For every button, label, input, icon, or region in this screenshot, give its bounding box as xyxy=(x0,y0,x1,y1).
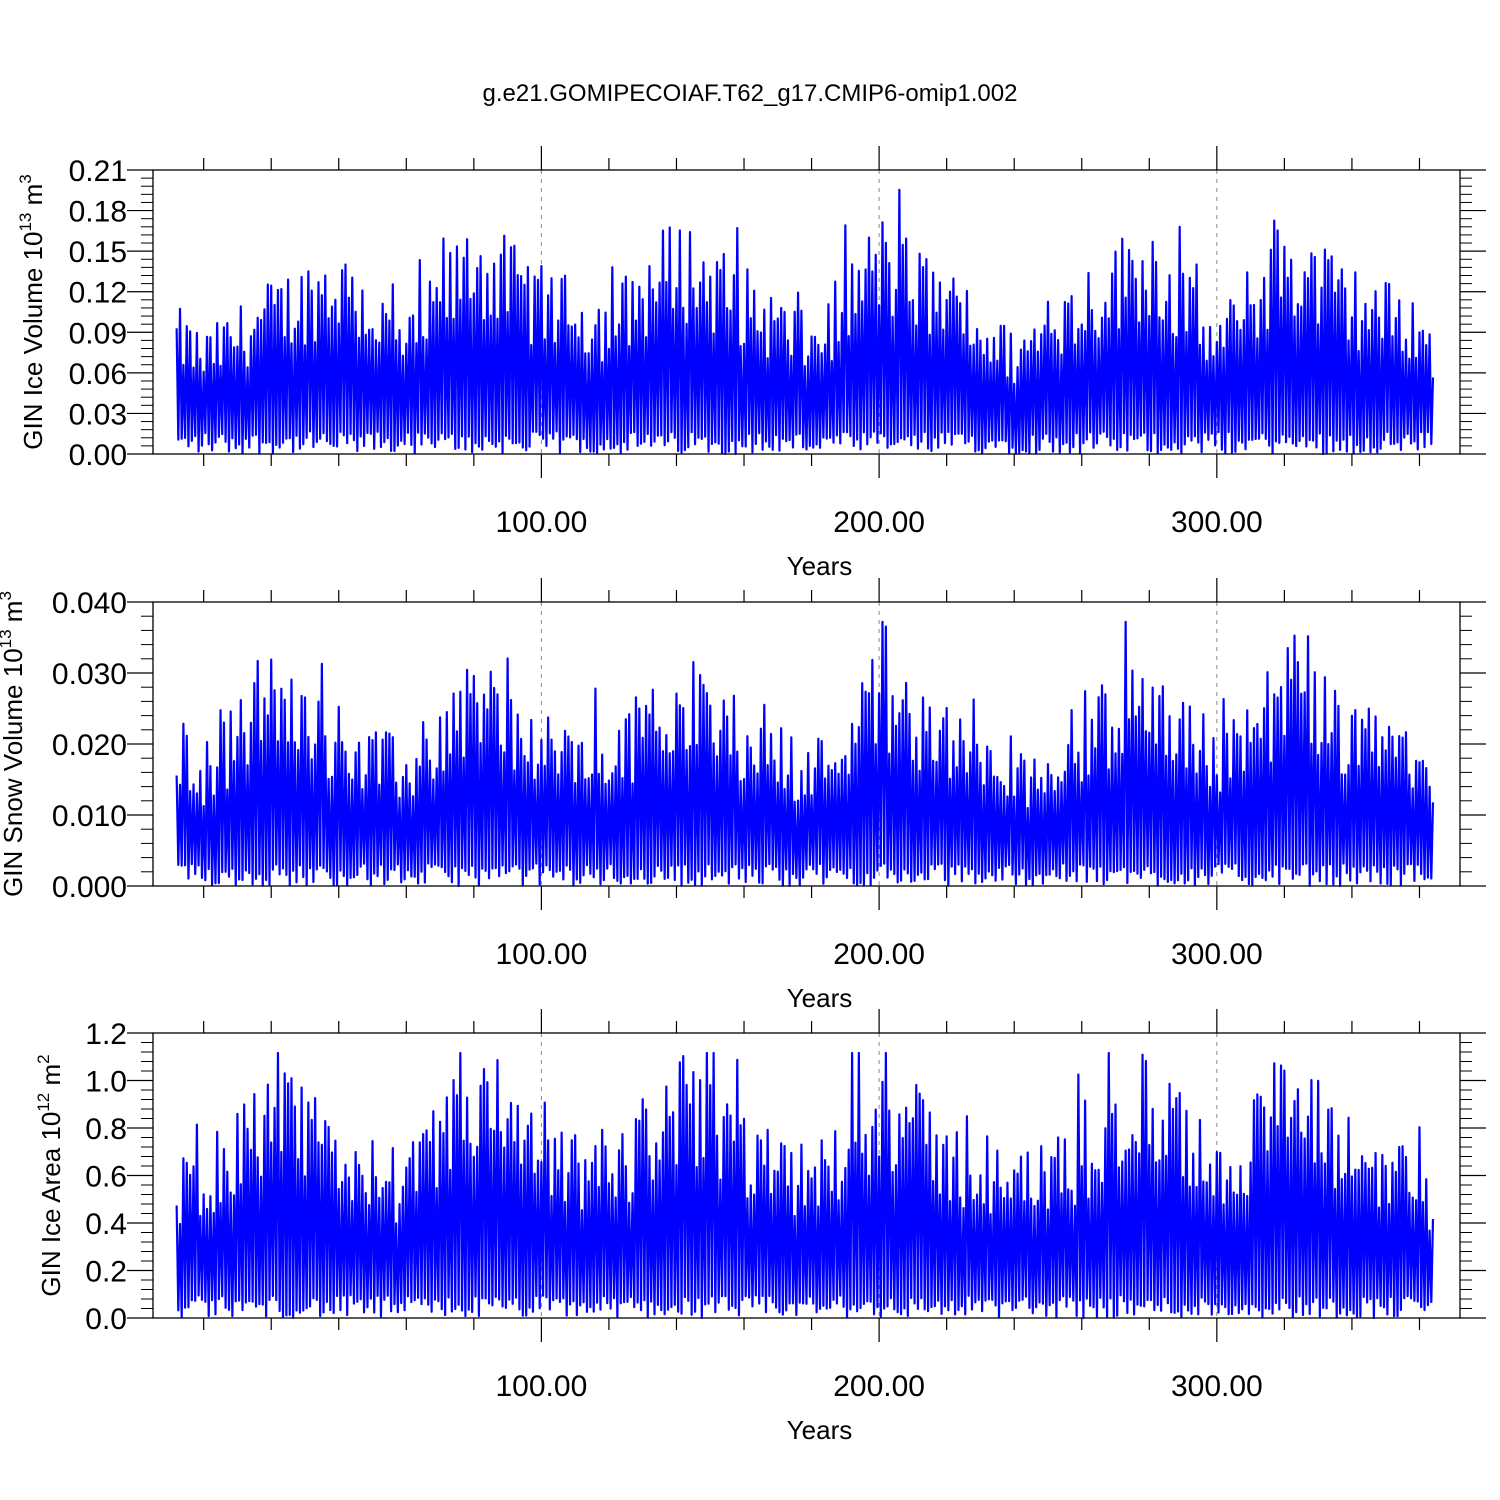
y-tick-label: 0.2 xyxy=(85,1256,127,1289)
x-axis-label: Years xyxy=(787,1415,853,1445)
y-tick-label: 0.0 xyxy=(85,1303,127,1336)
x-tick-label: 100.00 xyxy=(496,938,588,971)
x-axis-label: Years xyxy=(787,983,853,1013)
x-tick-label: 300.00 xyxy=(1171,938,1263,971)
x-tick-label: 200.00 xyxy=(833,938,925,971)
data-line-1 xyxy=(175,188,1435,456)
y-tick-label: 0.020 xyxy=(52,729,127,762)
x-tick-label: 200.00 xyxy=(833,1370,925,1403)
y-axis-label: GIN Ice Volume 1013 m3 xyxy=(16,174,48,450)
y-axis-label: GIN Snow Volume 1013 m3 xyxy=(0,591,28,897)
x-tick-label: 100.00 xyxy=(496,506,588,539)
y-tick-label: 0.040 xyxy=(52,587,127,620)
y-tick-label: 0.12 xyxy=(69,277,127,310)
y-tick-label: 0.4 xyxy=(85,1208,127,1241)
y-axis-label: GIN Ice Area 1012 m2 xyxy=(34,1054,66,1296)
y-tick-label: 1.0 xyxy=(85,1066,127,1099)
y-tick-label: 0.030 xyxy=(52,658,127,691)
x-tick-label: 300.00 xyxy=(1171,506,1263,539)
data-line-2 xyxy=(175,620,1435,888)
y-tick-label: 1.2 xyxy=(85,1018,127,1051)
y-tick-label: 0.000 xyxy=(52,871,127,904)
chart-title: g.e21.GOMIPECOIAF.T62_g17.CMIP6-omip1.00… xyxy=(482,80,1018,107)
y-tick-label: 0.09 xyxy=(69,317,127,350)
y-tick-label: 0.010 xyxy=(52,800,127,833)
y-tick-label: 0.6 xyxy=(85,1161,127,1194)
y-tick-label: 0.00 xyxy=(69,439,127,472)
x-tick-label: 300.00 xyxy=(1171,1370,1263,1403)
plot-frame-1 xyxy=(152,169,1461,455)
x-tick-label: 100.00 xyxy=(496,1370,588,1403)
x-tick-label: 200.00 xyxy=(833,506,925,539)
y-tick-label: 0.21 xyxy=(69,155,127,188)
y-tick-label: 0.18 xyxy=(69,196,127,229)
data-line-3 xyxy=(175,1051,1435,1320)
x-axis-label: Years xyxy=(787,551,853,581)
y-tick-label: 0.06 xyxy=(69,358,127,391)
y-tick-label: 0.8 xyxy=(85,1113,127,1146)
y-tick-label: 0.15 xyxy=(69,236,127,269)
y-tick-label: 0.03 xyxy=(69,398,127,431)
